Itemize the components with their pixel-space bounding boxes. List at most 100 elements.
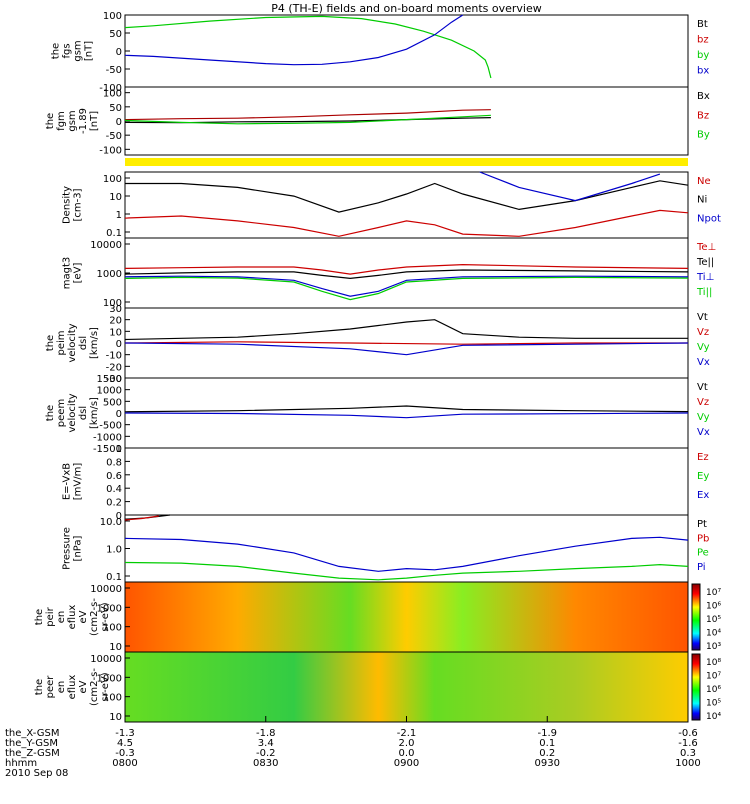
series-peem-Vx [124,412,689,419]
ylabel: the [45,335,56,351]
ylabel: (cm2-s- [89,598,100,636]
footer-row-label: the_Y-GSM [5,738,58,749]
legend-Npot: Npot [697,213,721,224]
ytick-label: 0.8 [106,457,122,468]
ylabel: the [45,405,56,421]
legend-Vt: Vt [697,382,708,393]
ylabel: eV [78,680,89,693]
ytick-label: 1500 [97,374,122,385]
ylabel: eflux [67,675,78,700]
footer-value: -1.3 [115,728,135,739]
panel-frame-exb [124,447,689,516]
ytick-label: 10.0 [100,517,122,528]
ytick-label: 1.0 [106,545,122,556]
legend-Ez: Ez [697,452,709,463]
ylabel: sr-eV) [100,602,111,631]
ytick-label: 20 [109,316,122,327]
ytick-label: 0.6 [106,471,122,482]
legend-Vx: Vx [697,357,710,368]
ytick-label: -500 [99,421,122,432]
footer-value: 0.0 [399,748,415,759]
ytick-label: 0 [116,339,122,350]
ytick-label: 10 [109,192,122,203]
spectrogram-peir [125,582,688,652]
spectrogram-peer [125,652,688,722]
ylabel: Density [62,186,73,224]
ytick-label: 100 [103,623,122,634]
series-pressure-Pi [124,536,689,572]
ytick-label: 100 [103,11,122,22]
ytick-label: -1500 [93,444,122,455]
ylabel: gsm [67,110,78,131]
ylabel: eV [78,610,89,623]
ylabel: [km/s] [89,397,100,429]
footer-value: -0.2 [256,748,276,759]
legend-Ti||: Ti|| [696,287,712,298]
series-fgm-By [124,114,491,125]
ytick-label: -50 [106,65,122,76]
ytick-label: 1 [116,210,122,221]
ytick-label: 0 [116,117,122,128]
footer-value: 2.0 [399,738,415,749]
legend-Pi: Pi [697,562,706,573]
data-gap-bar [125,158,688,166]
ylabel: peem [56,399,67,427]
date-label: 2010 Sep 08 [5,768,68,779]
ylabel: [nT] [84,41,95,61]
footer-value: -1.8 [256,728,276,739]
ytick-label: 100 [103,693,122,704]
ytick-label: -10 [106,351,122,362]
ylabel: (cm2-s- [89,668,100,706]
colorbar-label: 10⁵ [706,615,721,625]
series-temp-Te⊥ [124,263,689,275]
footer-value: 0900 [394,758,419,769]
ylabel: velocity [67,393,78,432]
ytick-label: 100 [103,89,122,100]
series-temp-Ti|| [124,276,689,301]
legend-Bt: Bt [697,19,708,30]
ylabel: sr-eV) [100,672,111,701]
colorbar-label: 10⁷ [706,672,721,682]
series-pressure-Pb [124,515,159,521]
ylabel: [nT] [89,111,100,131]
series-density-Ne [124,209,689,237]
ytick-label: 10000 [90,654,122,665]
ytick-label: 10000 [90,240,122,251]
ytick-label: 10 [109,327,122,338]
legend-Vy: Vy [697,342,710,353]
legend-Ex: Ex [697,490,709,501]
panel-frame-temp [124,237,689,309]
ytick-label: 100 [103,298,122,309]
series-fgs-by [124,15,492,79]
ytick-label: -30 [106,374,122,385]
ytick-label: 30 [109,304,122,315]
series-density-Ni [125,180,689,213]
legend-Vx: Vx [697,427,710,438]
footer-row-label: hhmm [5,758,37,769]
ylabel: [mV/m] [73,463,84,501]
colorbar-label: 10⁴ [706,629,721,639]
ytick-label: 50 [109,103,122,114]
ytick-label: 0.1 [106,572,122,583]
legend-Te||: Te|| [696,257,714,268]
colorbar-label: 10⁷ [706,588,721,598]
legend-Vz: Vz [697,327,709,338]
legend-by: by [697,50,709,61]
series-temp-Ti⊥ [124,275,689,297]
legend-Ti⊥: Ti⊥ [696,272,714,283]
ytick-label: 10 [109,712,122,723]
panel-frame-density [124,171,689,239]
ytick-label: 50 [109,29,122,40]
colorbar-label: 10³ [706,642,721,652]
legend-Ne: Ne [697,176,711,187]
panel-frame-fgs [124,14,689,88]
series-peim-Vz [124,341,688,345]
ylabel: dsl [78,336,89,350]
ytick-label: 1000 [97,603,122,614]
ytick-label: -100 [99,83,122,94]
ytick-label: 0 [116,409,122,420]
ylabel: peer [45,675,56,699]
footer-value: 0.3 [680,748,696,759]
ylabel: dsl [78,406,89,420]
series-fgs-bx [124,14,464,66]
